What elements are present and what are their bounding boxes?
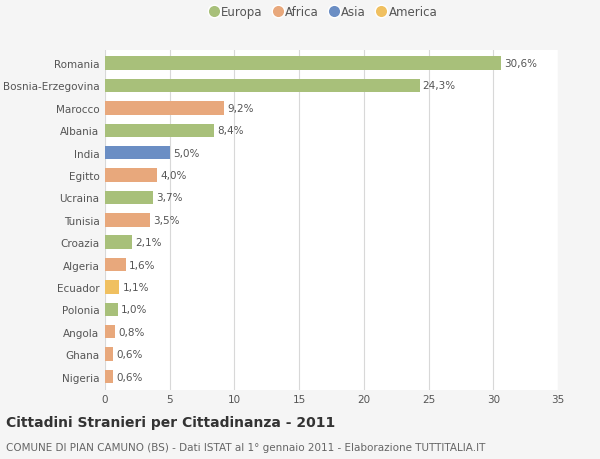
Bar [105,213,151,227]
Bar [105,57,501,71]
Bar [105,146,170,160]
Bar [105,191,153,205]
Text: 0,6%: 0,6% [116,372,142,382]
Legend: Europa, Africa, Asia, America: Europa, Africa, Asia, America [211,6,437,19]
Text: 9,2%: 9,2% [227,104,254,113]
Text: 30,6%: 30,6% [504,59,537,69]
Text: Cittadini Stranieri per Cittadinanza - 2011: Cittadini Stranieri per Cittadinanza - 2… [6,415,335,429]
Text: 0,6%: 0,6% [116,349,142,359]
Bar [105,280,119,294]
Text: 4,0%: 4,0% [160,171,187,181]
Bar [105,370,113,383]
Text: COMUNE DI PIAN CAMUNO (BS) - Dati ISTAT al 1° gennaio 2011 - Elaborazione TUTTIT: COMUNE DI PIAN CAMUNO (BS) - Dati ISTAT … [6,442,485,452]
Bar [105,124,214,138]
Bar [105,102,224,115]
Text: 1,0%: 1,0% [121,305,148,315]
Text: 8,4%: 8,4% [217,126,244,136]
Text: 3,7%: 3,7% [156,193,182,203]
Bar [105,236,132,249]
Text: 3,5%: 3,5% [154,215,180,225]
Text: 24,3%: 24,3% [423,81,456,91]
Text: 5,0%: 5,0% [173,148,199,158]
Bar [105,79,419,93]
Text: 2,1%: 2,1% [136,238,162,248]
Text: 1,6%: 1,6% [129,260,155,270]
Bar [105,169,157,182]
Bar [105,258,126,272]
Text: 1,1%: 1,1% [122,282,149,292]
Bar [105,325,115,339]
Bar [105,348,113,361]
Bar [105,303,118,316]
Text: 0,8%: 0,8% [119,327,145,337]
